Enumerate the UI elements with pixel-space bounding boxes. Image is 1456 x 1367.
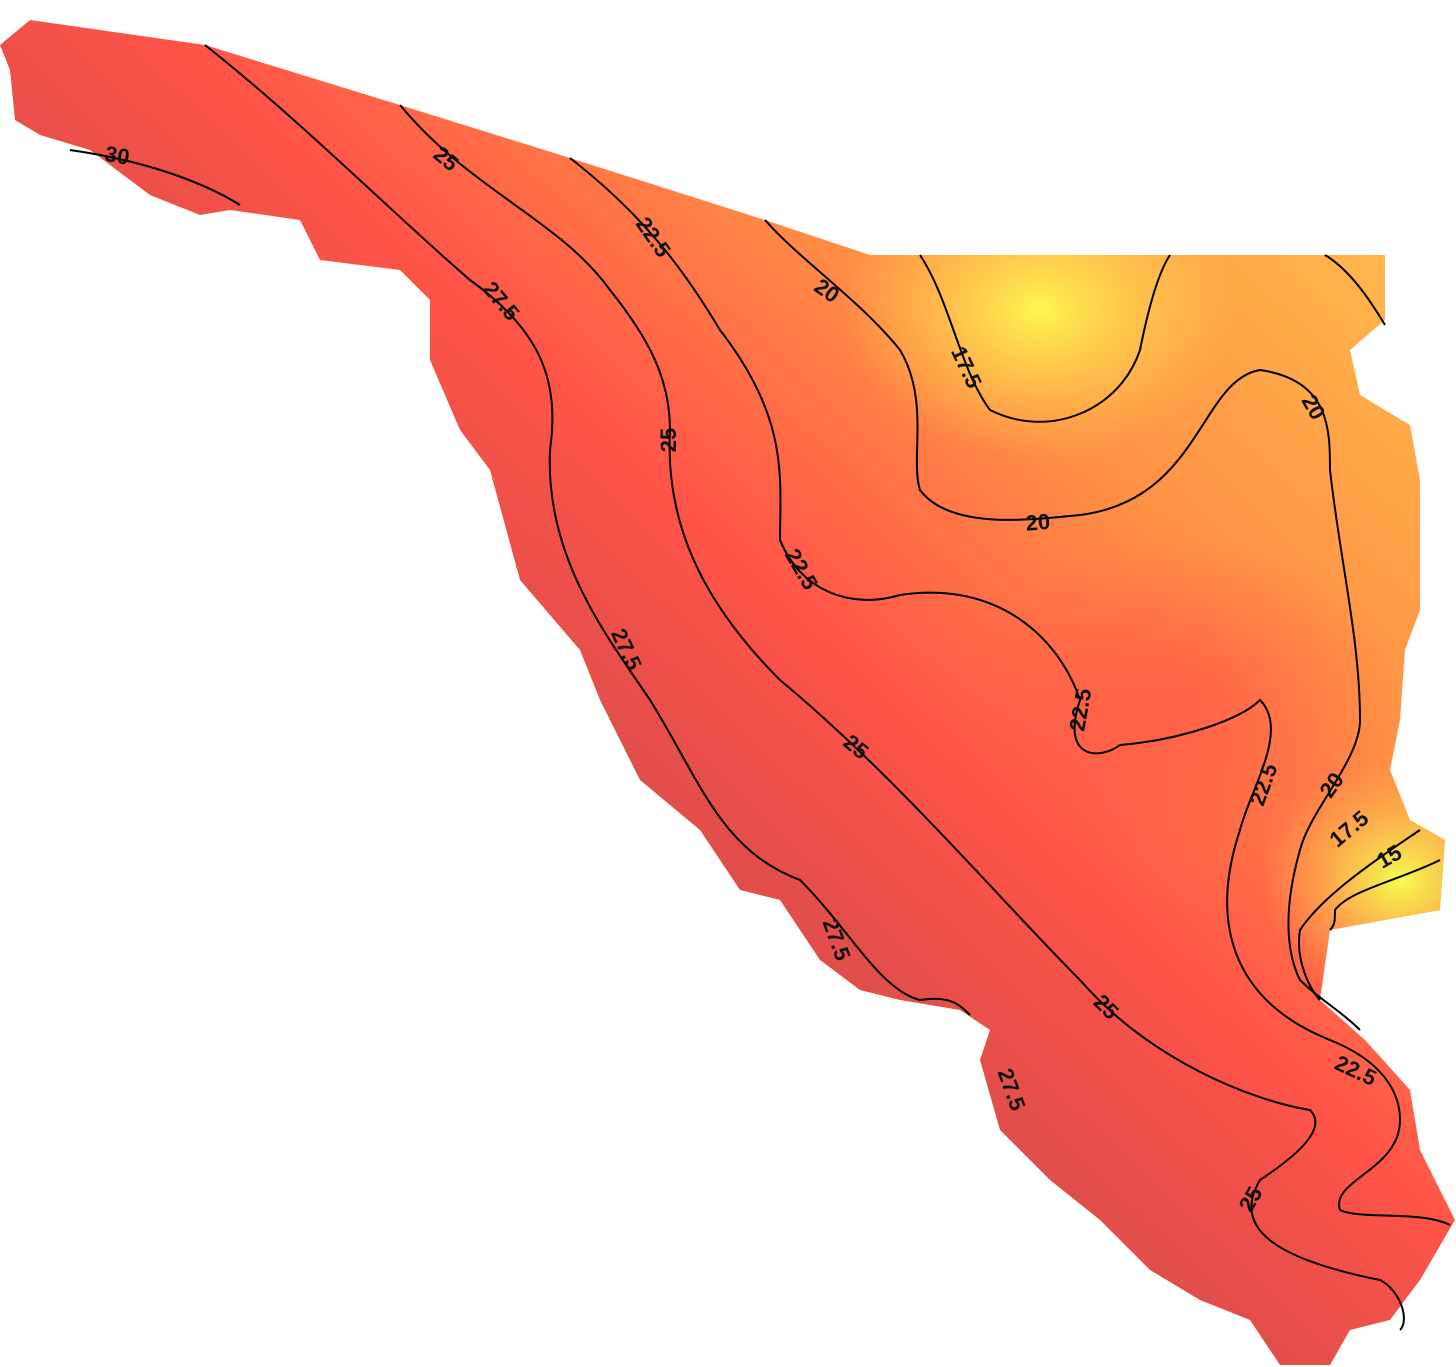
contour-label: 30	[103, 141, 131, 170]
contour-lines	[69, 44, 1451, 1331]
contour-label: 20	[1025, 509, 1052, 536]
contour-label: 25	[656, 428, 681, 452]
